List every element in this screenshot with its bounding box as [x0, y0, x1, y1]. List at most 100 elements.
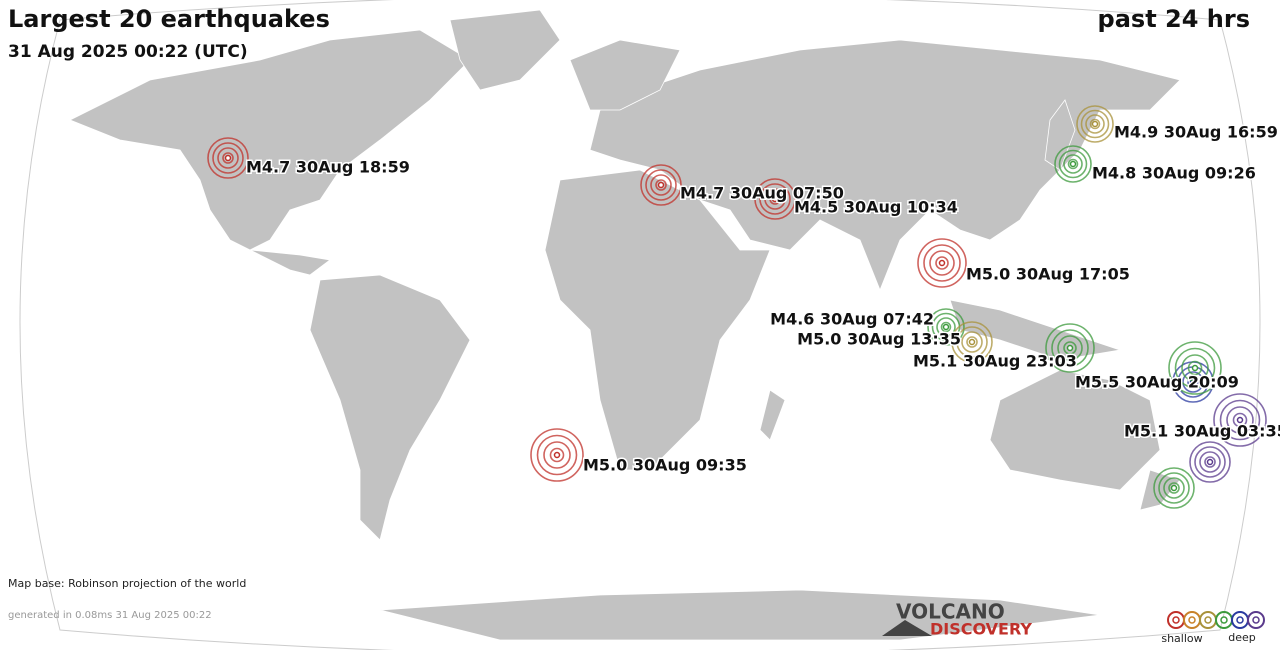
marker-center	[1091, 120, 1099, 128]
quake-marker	[530, 428, 584, 482]
marker-ring	[940, 321, 952, 333]
quake-label: M4.9 30Aug 16:59	[1114, 123, 1278, 142]
marker-center	[1069, 160, 1077, 168]
marker-ring	[769, 193, 781, 205]
marker-ring	[1187, 360, 1203, 376]
quake-marker	[951, 321, 993, 363]
legend-dot	[1188, 616, 1196, 624]
marker-center	[1236, 416, 1244, 424]
legend-dot	[1252, 616, 1260, 624]
marker-ring	[1194, 446, 1226, 478]
quake-marker	[1213, 393, 1267, 447]
marker-ring	[961, 331, 983, 353]
marker-ring	[212, 142, 244, 174]
marker-center	[1191, 364, 1199, 372]
logo-icon	[882, 620, 932, 636]
title: Largest 20 earthquakes	[8, 5, 330, 33]
map-base: Map base: Robinson projection of the wor…	[8, 577, 246, 590]
marker-ring	[1153, 467, 1195, 509]
marker-ring	[927, 308, 965, 346]
marker-ring	[764, 188, 786, 210]
quake-label: M4.5 30Aug 10:34	[794, 198, 958, 217]
marker-ring	[966, 336, 978, 348]
quake-label: M5.1 30Aug 03:35	[1124, 422, 1280, 441]
marker-ring	[1168, 341, 1222, 395]
legend-dot	[1236, 616, 1244, 624]
marker-ring	[1054, 145, 1092, 183]
marker-center	[657, 181, 665, 189]
quakes: M4.9 30Aug 16:59 M4.8 30Aug 09:26 M4.7 30A…	[207, 105, 1280, 509]
quake-label: M5.5 30Aug 20:09	[1075, 373, 1239, 392]
quake-label: M5.0 30Aug 13:35	[797, 330, 961, 349]
marker-ring	[222, 152, 234, 164]
quake-label: M5.0 30Aug 17:05	[966, 265, 1130, 284]
marker-ring	[929, 250, 955, 276]
marker-ring	[1213, 393, 1267, 447]
marker-ring	[645, 169, 677, 201]
quake-marker	[1168, 341, 1222, 395]
marker-ring	[1063, 341, 1077, 355]
marker-ring	[1058, 149, 1088, 179]
marker-ring	[640, 164, 682, 206]
marker-ring	[759, 183, 791, 215]
marker-ring	[936, 317, 956, 337]
marker-ring	[217, 147, 239, 169]
marker-center	[1170, 484, 1178, 492]
marker-ring	[956, 326, 988, 358]
marker-ring	[1063, 154, 1083, 174]
legend-ring	[1247, 611, 1265, 629]
marker-center	[224, 154, 232, 162]
marker-ring	[951, 321, 993, 363]
marker-ring	[754, 178, 796, 220]
marker-ring	[923, 244, 961, 282]
quake-marker	[1054, 145, 1092, 183]
marker-ring	[1067, 158, 1079, 170]
marker-center	[1206, 458, 1214, 466]
quake-marker	[640, 164, 682, 206]
marker-ring	[1076, 105, 1114, 143]
marker-center	[968, 338, 976, 346]
legend-dot	[1204, 616, 1212, 624]
marker-ring	[1089, 118, 1101, 130]
marker-ring	[1085, 114, 1105, 134]
marker-ring	[1045, 323, 1095, 373]
marker-ring	[549, 447, 565, 463]
marker-ring	[655, 179, 667, 191]
quake-marker	[1189, 441, 1231, 483]
period: past 24 hrs	[1098, 5, 1250, 33]
legend-dot	[1220, 616, 1228, 624]
marker-ring	[536, 434, 578, 476]
marker-ring	[1199, 451, 1221, 473]
marker-center	[942, 323, 950, 331]
marker-center	[1066, 344, 1074, 352]
marker-ring	[935, 256, 949, 270]
marker-ring	[1174, 347, 1216, 389]
quake-marker	[1076, 105, 1114, 143]
land	[69, 9, 1181, 641]
marker-ring	[530, 428, 584, 482]
quake-label: M4.7 30Aug 07:50	[680, 184, 844, 203]
quake-label: M4.7 30Aug 18:59	[246, 158, 410, 177]
marker-ring	[1051, 329, 1089, 367]
marker-ring	[543, 441, 571, 469]
marker-ring	[1168, 482, 1180, 494]
legend-shallow: shallow	[1161, 632, 1202, 645]
marker-ring	[1158, 472, 1190, 504]
quake-marker	[754, 178, 796, 220]
marker-center	[553, 451, 561, 459]
marker-center	[938, 259, 946, 267]
marker-ring	[1057, 335, 1083, 361]
marker-ring	[1181, 354, 1209, 382]
marker-ring	[1219, 399, 1261, 441]
logo-volcano: VOLCANO	[896, 600, 1005, 624]
legend-dot	[1172, 616, 1180, 624]
marker-ring	[1232, 412, 1248, 428]
marker-ring	[207, 137, 249, 179]
generated: generated in 0.08ms 31 Aug 2025 00:22	[8, 610, 212, 621]
quake-marker	[207, 137, 249, 179]
quake-label: M4.8 30Aug 09:26	[1092, 164, 1256, 183]
quake-label: M5.1 30Aug 23:03	[913, 352, 1077, 371]
logo-discovery: DISCOVERY	[930, 620, 1032, 639]
legend-deep: deep	[1228, 631, 1256, 644]
